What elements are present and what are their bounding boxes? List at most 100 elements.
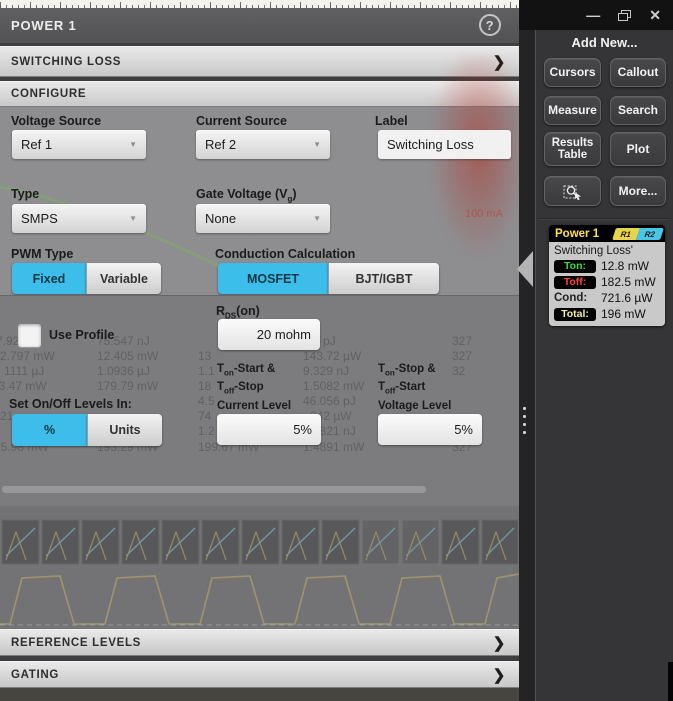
dropdown-arrow-icon: ▼ bbox=[313, 140, 321, 149]
pwm-type-label: PWM Type bbox=[11, 247, 74, 261]
use-profile-label: Use Profile bbox=[49, 328, 115, 342]
faded-result: 46.056 pJ bbox=[303, 394, 356, 408]
gate-voltage-dropdown[interactable]: None ▼ bbox=[196, 204, 330, 233]
section-reference-levels[interactable]: REFERENCE LEVELS ❯ bbox=[0, 629, 519, 656]
background-waveform-svg bbox=[0, 519, 519, 626]
callout-button[interactable]: Callout bbox=[610, 58, 666, 87]
toff-tag: Toff: bbox=[554, 275, 596, 289]
faded-result: 327 bbox=[452, 349, 473, 363]
section-reference-levels-label: REFERENCE LEVELS bbox=[11, 636, 142, 649]
power1-badge-body: Switching Loss' Ton: 12.8 mW Toff: 182.5… bbox=[549, 242, 665, 326]
plot-button[interactable]: Plot bbox=[610, 132, 666, 166]
total-value: 196 mW bbox=[601, 307, 646, 321]
minimize-icon[interactable]: — bbox=[586, 7, 601, 23]
gate-voltage-label: Gate Voltage (Vg) bbox=[196, 187, 297, 204]
ton-value: 12.8 mW bbox=[601, 259, 650, 273]
faded-result: 12.405 mW bbox=[97, 349, 159, 363]
faded-result: 2.797 mW bbox=[0, 349, 55, 363]
zoom-selection-button[interactable] bbox=[544, 176, 601, 206]
levels-units-toggle[interactable]: Units bbox=[87, 414, 162, 446]
more-button[interactable]: More... bbox=[610, 176, 666, 206]
badge-row-cond: Cond: 721.6 µW bbox=[554, 290, 660, 306]
current-source-label: Current Source bbox=[196, 114, 287, 128]
conduction-mosfet-toggle[interactable]: MOSFET bbox=[218, 263, 328, 294]
faded-result: 74 bbox=[198, 409, 212, 423]
results-table-button[interactable]: Results Table bbox=[544, 132, 601, 166]
faded-result: 1.2 bbox=[198, 424, 215, 438]
window-titlebar: — ✕ bbox=[519, 0, 673, 30]
dropdown-arrow-icon: ▼ bbox=[313, 214, 321, 223]
right-sidebar: Add New... Cursors Callout Measure Searc… bbox=[535, 30, 673, 701]
add-new-title: Add New... bbox=[571, 35, 638, 50]
ton-tag: Ton: bbox=[554, 259, 596, 273]
current-level-field[interactable]: 5% bbox=[217, 414, 321, 445]
badge-flyout-arrow bbox=[517, 251, 533, 287]
source-r2-tag: R2 bbox=[636, 227, 664, 240]
current-level-value: 5% bbox=[293, 422, 312, 437]
panel-title-text: POWER 1 bbox=[11, 18, 77, 33]
faded-result: 1111 µJ bbox=[4, 364, 45, 378]
label-input-value: Switching Loss bbox=[387, 137, 474, 152]
faded-result: 32 bbox=[452, 364, 466, 378]
faded-scrollbar bbox=[2, 486, 426, 493]
rds-on-label: RDS(on) bbox=[216, 304, 260, 321]
dropdown-arrow-icon: ▼ bbox=[129, 214, 137, 223]
use-profile-checkbox[interactable] bbox=[18, 324, 41, 347]
section-switching-loss-label: SWITCHING LOSS bbox=[11, 55, 122, 68]
rds-on-value: 20 mohm bbox=[256, 327, 311, 342]
label-input[interactable]: Switching Loss bbox=[378, 130, 511, 159]
badge-row-total: Total: 196 mW bbox=[554, 306, 660, 322]
levels-percent-toggle[interactable]: % bbox=[12, 414, 87, 446]
screen-corner bbox=[668, 662, 673, 701]
type-dropdown[interactable]: SMPS ▼ bbox=[12, 204, 146, 233]
help-icon[interactable]: ? bbox=[479, 14, 501, 36]
set-levels-label: Set On/Off Levels In: bbox=[9, 397, 132, 411]
voltage-level-field[interactable]: 5% bbox=[378, 414, 482, 445]
faded-result: 13 bbox=[198, 349, 212, 363]
cond-value: 721.6 µW bbox=[601, 291, 653, 305]
faded-result: 83.47 mW bbox=[0, 379, 47, 393]
background-waveform-red bbox=[428, 56, 520, 264]
divider-drag-handle[interactable] bbox=[523, 407, 526, 434]
dropdown-arrow-icon: ▼ bbox=[129, 140, 137, 149]
total-tag: Total: bbox=[554, 307, 596, 321]
voltage-source-dropdown[interactable]: Ref 1 ▼ bbox=[12, 130, 146, 159]
close-icon[interactable]: ✕ bbox=[649, 7, 661, 23]
label-field-label: Label bbox=[375, 114, 408, 128]
badge-row-ton: Ton: 12.8 mW bbox=[554, 258, 660, 274]
voltage-level-value: 5% bbox=[454, 422, 473, 437]
panel-divider bbox=[519, 0, 535, 701]
rds-on-field[interactable]: 20 mohm bbox=[218, 319, 320, 350]
cursors-button[interactable]: Cursors bbox=[544, 58, 601, 87]
faded-result: 1.5082 mW bbox=[303, 379, 365, 393]
section-gating[interactable]: GATING ❯ bbox=[0, 661, 519, 688]
power1-badge[interactable]: Power 1 R1 R2 Switching Loss' Ton: 12.8 … bbox=[549, 225, 665, 326]
faded-result: 4.5 bbox=[198, 394, 215, 408]
section-configure-label: CONFIGURE bbox=[11, 88, 87, 100]
badge-row-toff: Toff: 182.5 mW bbox=[554, 274, 660, 290]
background-waveform-area bbox=[0, 506, 519, 629]
badge-measurement-name: Switching Loss' bbox=[554, 245, 633, 257]
current-source-dropdown[interactable]: Ref 2 ▼ bbox=[196, 130, 330, 159]
section-gating-label: GATING bbox=[11, 668, 60, 681]
voltage-source-label: Voltage Source bbox=[11, 114, 102, 128]
panel-bottom-edge bbox=[0, 688, 519, 701]
measure-button[interactable]: Measure bbox=[544, 96, 601, 125]
background-axis-label: 100 mA bbox=[465, 208, 503, 220]
restore-window-icon[interactable] bbox=[618, 9, 632, 21]
power1-badge-title: Power 1 bbox=[555, 227, 600, 240]
cond-tag: Cond: bbox=[554, 292, 588, 304]
conduction-bjt-igbt-toggle[interactable]: BJT/IGBT bbox=[328, 263, 439, 294]
search-button[interactable]: Search bbox=[610, 96, 666, 125]
conduction-calculation-label: Conduction Calculation bbox=[215, 247, 356, 261]
faded-result: 18 bbox=[198, 379, 212, 393]
power1-badge-header: Power 1 R1 R2 bbox=[549, 225, 665, 242]
faded-result: 327 bbox=[452, 334, 473, 348]
graticule-ruler bbox=[0, 0, 519, 8]
faded-result: 143.72 µW bbox=[303, 349, 362, 363]
pwm-fixed-toggle[interactable]: Fixed bbox=[12, 263, 86, 294]
gate-voltage-value: None bbox=[205, 211, 237, 226]
pwm-variable-toggle[interactable]: Variable bbox=[86, 263, 161, 294]
faded-result: 1.1 bbox=[198, 364, 215, 378]
